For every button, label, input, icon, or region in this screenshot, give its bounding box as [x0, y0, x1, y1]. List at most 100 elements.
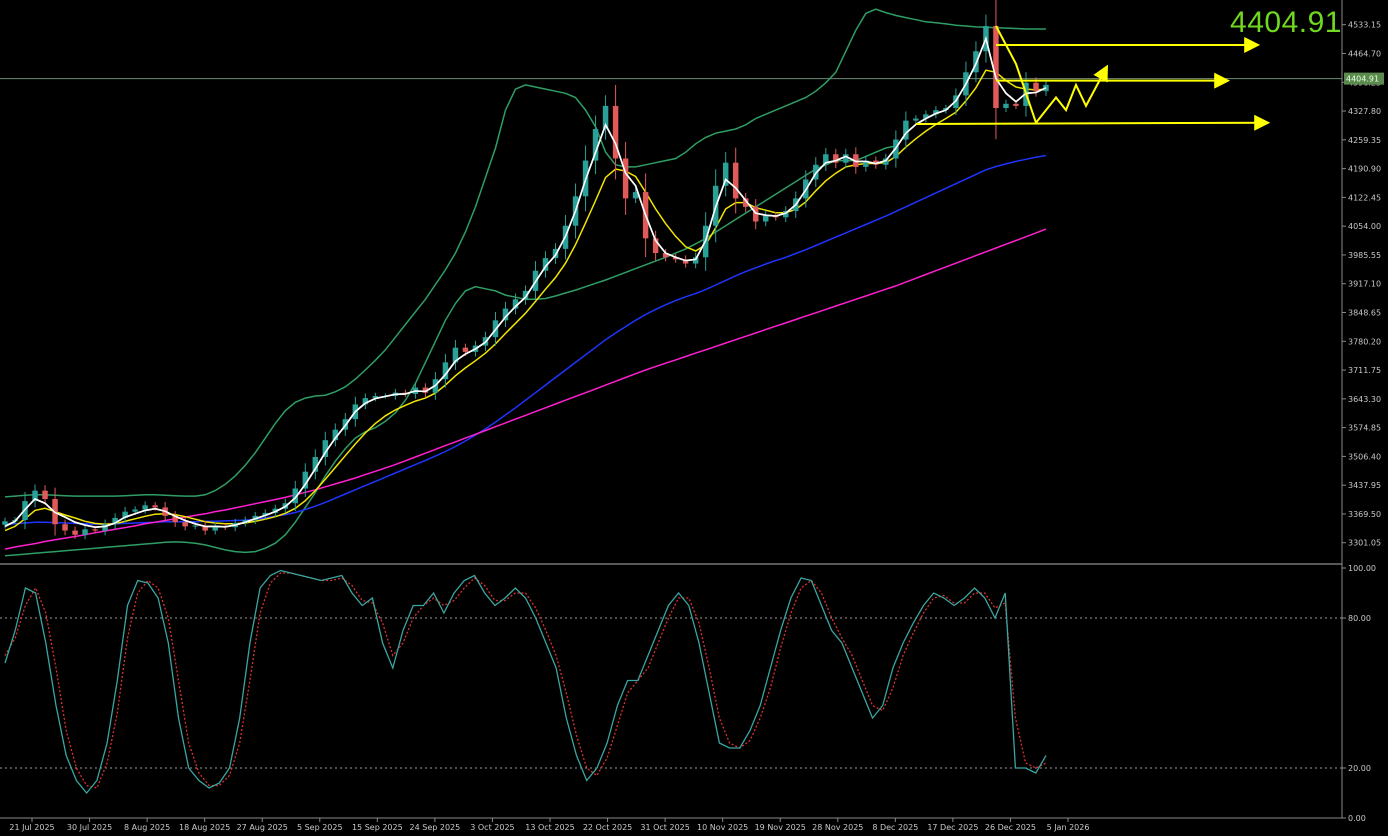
bear-candle: [1013, 103, 1019, 106]
bear-candle: [1033, 82, 1039, 92]
long-ma-line: [4, 154, 1047, 526]
price-tick-label: 4327.80: [1348, 107, 1381, 116]
time-tick-label: 30 Jul 2025: [67, 823, 112, 832]
time-tick-label: 31 Oct 2025: [640, 823, 689, 832]
time-tick-label: 22 Oct 2025: [583, 823, 632, 832]
bull-candle: [142, 505, 148, 510]
price-tick-label: 4259.35: [1348, 136, 1381, 145]
bull-candle: [212, 526, 218, 531]
price-tick-label: 3643.30: [1348, 395, 1381, 404]
bull-candle: [602, 105, 609, 130]
time-tick-label: 27 Aug 2025: [237, 823, 288, 832]
time-tick-label: 5 Sep 2025: [297, 823, 343, 832]
bull-candle: [823, 154, 829, 165]
bear-candle: [42, 490, 48, 500]
price-tick-label: 3506.40: [1348, 452, 1381, 461]
bear-candle: [993, 26, 999, 109]
time-tick-label: 21 Jul 2025: [9, 823, 54, 832]
bull-candle: [763, 215, 769, 222]
bear-candle: [612, 105, 619, 159]
current-price-tag-label: 4404.91: [1346, 75, 1379, 84]
lower-band-line: [4, 145, 897, 557]
bear-candle: [462, 347, 469, 352]
price-tick-label: 3711.75: [1348, 366, 1381, 375]
bull-candle: [542, 258, 549, 271]
bear-candle: [92, 529, 98, 531]
price-tick-label: 4122.45: [1348, 193, 1381, 202]
ma200-line: [4, 228, 1047, 550]
bear-candle: [742, 198, 749, 207]
bull-candle: [883, 158, 889, 165]
price-tick-label: 3917.10: [1348, 280, 1381, 289]
bull-candle: [1003, 103, 1009, 109]
price-tick-label: 3437.95: [1348, 481, 1381, 490]
price-tick-label: 3985.55: [1348, 251, 1381, 260]
bull-candle: [32, 490, 38, 502]
bear-candle: [62, 524, 68, 531]
bear-candle: [152, 505, 158, 508]
price-tick-label: 4054.00: [1348, 222, 1381, 231]
bull-candle: [692, 257, 699, 264]
bull-candle: [192, 525, 198, 527]
price-tick-label: 3574.85: [1348, 424, 1381, 433]
bull-candle: [502, 308, 509, 321]
time-tick-label: 17 Dec 2025: [927, 823, 978, 832]
bull-candle: [132, 509, 138, 512]
bear-candle: [172, 515, 178, 523]
bull-candle: [262, 512, 268, 516]
bull-candle: [322, 440, 329, 457]
bull-candle: [512, 299, 519, 309]
bull-candle: [302, 471, 309, 489]
bear-candle: [422, 387, 429, 393]
price-tick-label: 4533.15: [1348, 21, 1381, 30]
stoch-d-line: [4, 572, 1047, 789]
price-tick-label: 3780.20: [1348, 337, 1381, 346]
current-price-tag: [1344, 72, 1384, 85]
bull-candle: [332, 429, 339, 441]
bull-candle: [312, 456, 319, 472]
bull-candle: [722, 162, 729, 186]
bull-candle: [923, 114, 929, 119]
bear-candle: [662, 253, 669, 258]
time-tick-label: 8 Dec 2025: [872, 823, 918, 832]
stoch-tick-label: 20.00: [1348, 764, 1371, 773]
price-tick-label: 3369.50: [1348, 510, 1381, 519]
bear-candle: [833, 154, 839, 163]
bull-candle: [372, 396, 379, 399]
bull-candle: [592, 129, 599, 161]
bull-candle: [362, 398, 369, 405]
bear-candle: [182, 522, 188, 527]
fast-ma-line-overlay: [4, 35, 1047, 529]
bull-candle: [82, 529, 88, 535]
upper-band-line: [4, 8, 1046, 498]
time-tick-label: 26 Dec 2025: [985, 823, 1036, 832]
time-tick-label: 3 Oct 2025: [470, 823, 514, 832]
bull-candle: [442, 362, 449, 380]
price-tick-label: 4190.90: [1348, 165, 1381, 174]
time-tick-label: 19 Nov 2025: [755, 823, 806, 832]
bull-candle: [522, 290, 529, 300]
bear-candle: [732, 162, 739, 199]
bull-candle: [632, 192, 639, 199]
bear-candle: [72, 530, 78, 535]
price-tick-label: 3301.05: [1348, 539, 1381, 548]
time-tick-label: 18 Aug 2025: [179, 823, 230, 832]
time-tick-label: 24 Sep 2025: [410, 823, 461, 832]
bear-candle: [672, 257, 679, 260]
bull-candle: [903, 120, 909, 140]
bull-candle: [843, 154, 849, 163]
time-tick-label: 5 Jan 2026: [1047, 823, 1090, 832]
bull-candle: [933, 110, 939, 115]
annotation-arrow: [915, 114, 1271, 131]
time-tick-label: 10 Nov 2025: [697, 823, 748, 832]
bull-candle: [122, 511, 128, 518]
bull-candle: [102, 524, 108, 531]
bull-candle: [863, 160, 869, 167]
bull-candle: [2, 521, 8, 525]
price-tick-label: 3848.65: [1348, 308, 1381, 317]
bull-candle: [913, 118, 919, 121]
annotation-zigzag-arrow: [995, 25, 1108, 125]
bull-candle: [452, 347, 459, 363]
bear-candle: [682, 259, 689, 264]
